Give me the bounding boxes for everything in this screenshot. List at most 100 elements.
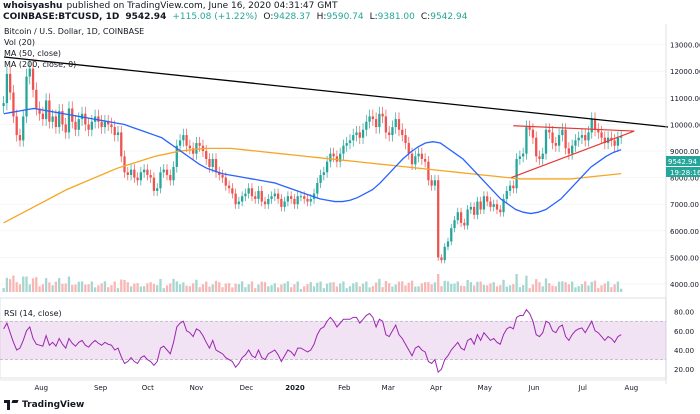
volume-bar bbox=[250, 281, 254, 292]
volume-bar bbox=[459, 285, 463, 292]
volume-bar bbox=[309, 282, 312, 292]
volume-bar bbox=[456, 281, 459, 292]
volume-bar bbox=[433, 282, 437, 292]
candle-body bbox=[152, 177, 156, 191]
candle-body bbox=[198, 143, 201, 146]
candle-body bbox=[54, 116, 58, 128]
rsi-legend[interactable]: RSI (14, close) bbox=[4, 309, 62, 318]
volume-bar bbox=[195, 279, 198, 292]
rsi-band-fill bbox=[0, 321, 666, 360]
candle-body bbox=[211, 159, 214, 167]
candle-body bbox=[9, 73, 12, 93]
candle-body bbox=[584, 135, 587, 141]
volume-bar bbox=[80, 281, 84, 292]
volume-bar bbox=[316, 282, 319, 292]
high-label: H: bbox=[316, 12, 327, 22]
volume-bar bbox=[198, 287, 201, 292]
volume-bar bbox=[322, 288, 325, 292]
candle-body bbox=[299, 196, 303, 198]
volume-bar bbox=[348, 286, 352, 292]
candle-body bbox=[159, 172, 162, 189]
price-chart[interactable]: 13000.00 12000.00 11000.00 10000.00 9000.00 8… bbox=[0, 24, 700, 394]
volume-bar bbox=[188, 286, 192, 292]
ma200-line bbox=[3, 147, 622, 224]
candle-body bbox=[185, 135, 188, 146]
time-axis[interactable]: Aug Sep Oct Nov Dec 2020 Feb Mar Apr May Jun Jul Aug bbox=[0, 379, 666, 392]
candle-body bbox=[401, 129, 404, 136]
publisher-name[interactable]: whoisyashu bbox=[3, 1, 63, 11]
symbol-label: COINBASE:BTCUSD, 1D bbox=[3, 12, 120, 22]
candle-body bbox=[306, 198, 309, 202]
triangle-pattern[interactable] bbox=[511, 125, 635, 179]
rsi-tick-label: 80.00 bbox=[674, 309, 694, 317]
time-tick-label: May bbox=[478, 384, 492, 392]
volume-bar bbox=[361, 283, 365, 292]
candle-body bbox=[531, 129, 535, 138]
chart-legend: Bitcoin / U.S. Dollar, 1D, COINBASE Vol … bbox=[4, 26, 144, 70]
volume-bar bbox=[87, 284, 90, 292]
volume-bar bbox=[535, 279, 538, 292]
volume-bar bbox=[9, 279, 12, 292]
candle-body bbox=[466, 209, 469, 226]
volume-bar bbox=[162, 288, 165, 292]
candle-body bbox=[97, 116, 100, 122]
low-value: 9381.00 bbox=[377, 12, 415, 22]
publish-info: whoisyashu published on TradingView.com,… bbox=[3, 1, 697, 12]
time-tick-label: Jun bbox=[528, 384, 540, 392]
legend-vol[interactable]: Vol (20) bbox=[4, 38, 35, 47]
volume-bar bbox=[58, 278, 61, 292]
volume-bar bbox=[64, 283, 67, 292]
candle-body bbox=[577, 137, 580, 141]
volume-bar bbox=[443, 280, 446, 292]
volume-bar bbox=[391, 286, 394, 292]
candle-body bbox=[316, 182, 319, 194]
volume-bar bbox=[548, 283, 551, 292]
candle-body bbox=[538, 156, 541, 159]
candle-body bbox=[580, 135, 584, 138]
candle-body bbox=[309, 198, 312, 202]
candle-body bbox=[188, 145, 192, 149]
candle-body bbox=[394, 119, 397, 128]
volume-bar bbox=[146, 283, 149, 292]
candle-body bbox=[280, 198, 283, 207]
candle-body bbox=[241, 196, 244, 202]
legend-ma200[interactable]: MA (200, close, 0) bbox=[4, 60, 77, 69]
volume-bar bbox=[25, 276, 28, 292]
volume-bar bbox=[397, 281, 401, 292]
chart-header: whoisyashu published on TradingView.com,… bbox=[0, 0, 700, 22]
candle-body bbox=[388, 132, 391, 136]
volume-bar bbox=[489, 283, 492, 292]
candle-body bbox=[107, 121, 110, 125]
volume-bar bbox=[613, 284, 616, 292]
candle-body bbox=[423, 159, 427, 162]
price-axis[interactable]: 13000.00 12000.00 11000.00 10000.00 9000.00 8… bbox=[665, 24, 700, 384]
volume-bar bbox=[342, 281, 345, 292]
volume-bar bbox=[276, 287, 280, 292]
volume-bar bbox=[286, 281, 290, 292]
time-tag: 19:28:16 bbox=[670, 169, 700, 177]
candle-body bbox=[450, 228, 453, 242]
rsi-axis[interactable]: 80.00 60.00 40.00 20.00 bbox=[674, 309, 694, 375]
footer-brand[interactable]: TradingView bbox=[22, 400, 85, 410]
candle-body bbox=[214, 159, 218, 173]
volume-bar bbox=[472, 285, 476, 292]
volume-bar bbox=[358, 286, 361, 292]
time-tick-label: Apr bbox=[430, 384, 442, 392]
candle-body bbox=[479, 201, 482, 210]
time-tick-label: Mar bbox=[382, 384, 395, 392]
volume-bar bbox=[113, 281, 116, 292]
candle-body bbox=[407, 143, 410, 154]
volume-bar bbox=[241, 281, 244, 292]
volume-bar bbox=[107, 287, 110, 292]
long-trendline[interactable] bbox=[3, 56, 669, 128]
candle-body bbox=[339, 153, 342, 162]
candle-body bbox=[51, 116, 54, 122]
volume-bar bbox=[172, 278, 175, 292]
volume-bar bbox=[339, 283, 342, 292]
volume-bar bbox=[368, 287, 371, 292]
time-tick-label: Jul bbox=[578, 384, 588, 392]
legend-ma50[interactable]: MA (50, close) bbox=[4, 49, 62, 58]
price-tick-label: 10000.00 bbox=[670, 121, 700, 129]
volume-bar bbox=[133, 283, 136, 292]
candle-body bbox=[162, 169, 165, 173]
